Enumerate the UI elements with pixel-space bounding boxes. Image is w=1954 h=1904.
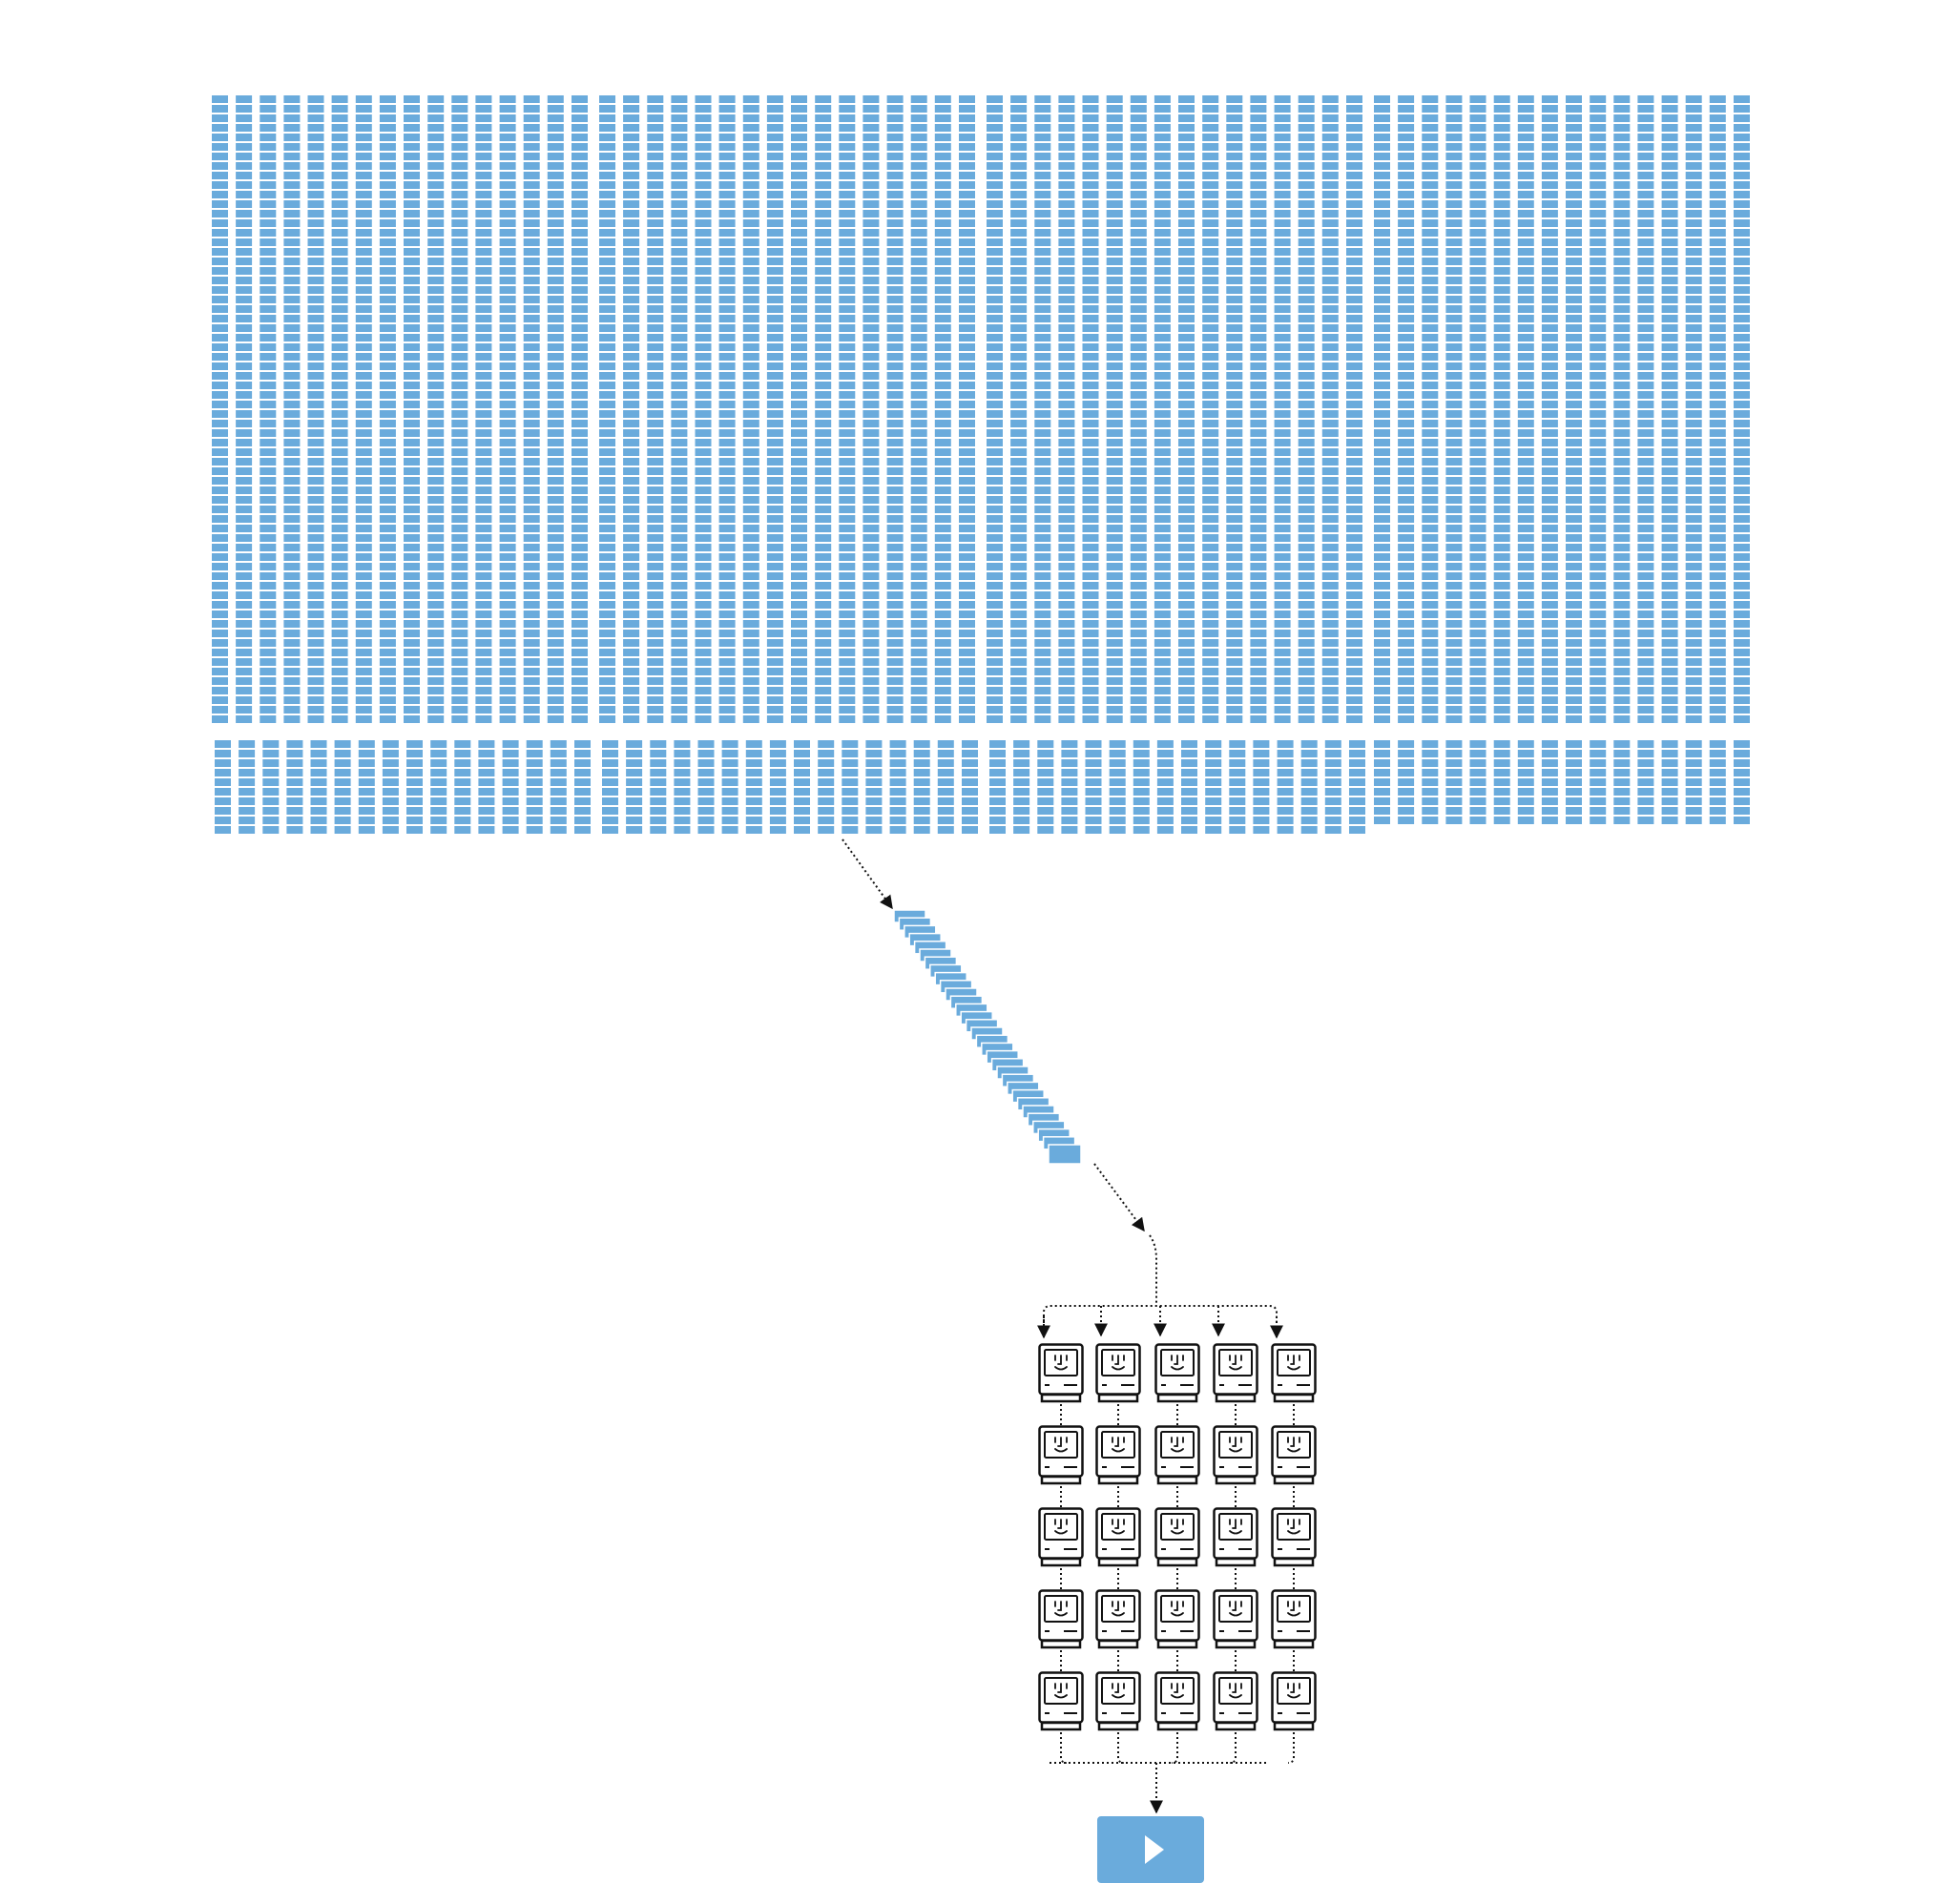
worker-mac-1-1 [1038,1343,1084,1404]
classic-mac-icon [1038,1343,1084,1403]
classic-mac-icon [1271,1589,1317,1649]
classic-mac-icon [1095,1343,1141,1403]
classic-mac-icon [1154,1343,1200,1403]
fanin-drop-4 [1229,1732,1237,1764]
classic-mac-icon [1213,1507,1258,1567]
worker-mac-2-3 [1154,1425,1200,1486]
fanin-drop-5 [1287,1732,1295,1764]
classic-mac-icon [1154,1589,1200,1649]
tile-block-2 [599,95,978,834]
classic-mac-icon [1271,1507,1317,1567]
queue-stack [893,909,1082,1165]
classic-mac-icon [1213,1425,1258,1485]
classic-mac-icon [1038,1589,1084,1649]
classic-mac-icon [1038,1671,1084,1731]
fanin-drop-1 [1060,1732,1068,1764]
worker-mac-2-2 [1095,1425,1141,1486]
worker-mac-4-3 [1154,1589,1200,1650]
worker-mac-3-1 [1038,1507,1084,1568]
worker-mac-2-1 [1038,1425,1084,1486]
classic-mac-icon [1038,1425,1084,1485]
classic-mac-icon [1095,1507,1141,1567]
classic-mac-icon [1154,1671,1200,1731]
classic-mac-icon [1271,1343,1317,1403]
fanout-trunk [1149,1234,1157,1305]
play-icon [1097,1816,1204,1883]
fanin-drop-3 [1171,1732,1178,1764]
worker-mac-3-5 [1271,1507,1317,1568]
worker-mac-5-3 [1154,1671,1200,1732]
worker-mac-1-4 [1213,1343,1258,1404]
classic-mac-icon [1154,1425,1200,1485]
worker-mac-3-3 [1154,1507,1200,1568]
worker-mac-2-5 [1271,1425,1317,1486]
classic-mac-icon [1154,1507,1200,1567]
queue-tile [1048,1144,1082,1165]
fanout-bar [1043,1305,1278,1335]
classic-mac-icon [1038,1507,1084,1567]
classic-mac-icon [1095,1425,1141,1485]
classic-mac-icon [1271,1425,1317,1485]
worker-mac-4-5 [1271,1589,1317,1650]
connector-grid-to-queue [842,838,893,910]
worker-mac-1-2 [1095,1343,1141,1404]
fanin-drop-2 [1117,1732,1125,1764]
tile-block-3 [987,95,1365,834]
worker-mac-5-2 [1095,1671,1141,1732]
worker-mac-4-2 [1095,1589,1141,1650]
connector-queue-to-split [1093,1163,1145,1232]
tile-block-4 [1374,95,1750,824]
worker-mac-5-4 [1213,1671,1258,1732]
worker-mac-3-2 [1095,1507,1141,1568]
worker-mac-1-5 [1271,1343,1317,1404]
classic-mac-icon [1095,1589,1141,1649]
worker-mac-5-1 [1038,1671,1084,1732]
play-button[interactable] [1097,1816,1204,1883]
classic-mac-icon [1271,1671,1317,1731]
worker-mac-4-4 [1213,1589,1258,1650]
classic-mac-icon [1095,1671,1141,1731]
worker-mac-4-1 [1038,1589,1084,1650]
tile-block-1 [212,95,591,834]
worker-mac-5-5 [1271,1671,1317,1732]
worker-mac-2-4 [1213,1425,1258,1486]
classic-mac-icon [1213,1589,1258,1649]
worker-mac-1-3 [1154,1343,1200,1404]
worker-mac-3-4 [1213,1507,1258,1568]
classic-mac-icon [1213,1343,1258,1403]
classic-mac-icon [1213,1671,1258,1731]
